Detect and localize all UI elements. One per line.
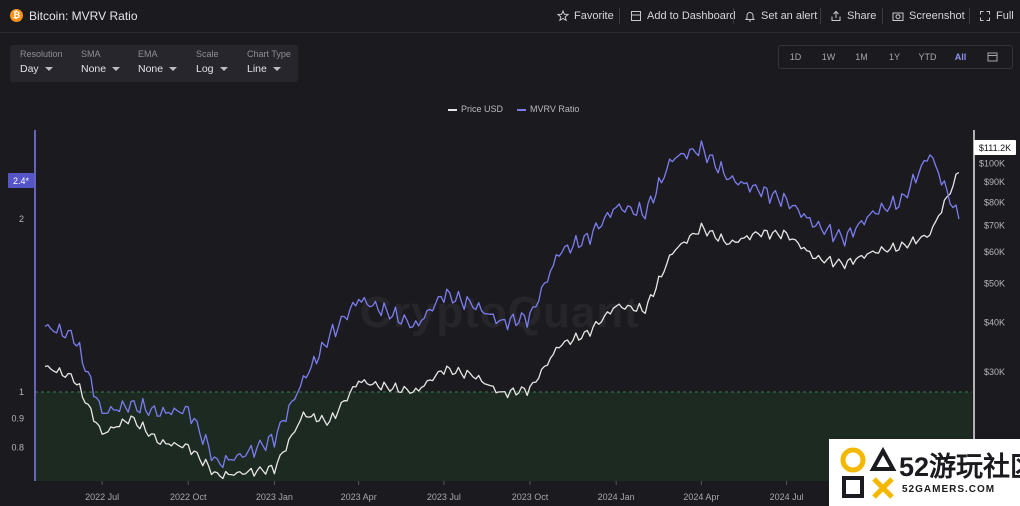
full-button[interactable]: Full bbox=[979, 9, 1014, 23]
current-price-badge bbox=[974, 140, 1016, 155]
price-usd-line: Price USD bbox=[44, 171, 960, 480]
current-mvrv-badge bbox=[8, 173, 34, 188]
below-one-zone bbox=[35, 391, 972, 481]
alert-label: Set an alert bbox=[761, 10, 818, 22]
sma-label: SMA bbox=[81, 49, 101, 59]
legend-item-price[interactable]: Price USD bbox=[448, 104, 503, 114]
favorite-button[interactable]: Favorite bbox=[557, 9, 614, 23]
divider bbox=[882, 8, 883, 24]
range-all[interactable]: All bbox=[954, 52, 967, 62]
x-tick-label: 2024 Jul bbox=[770, 492, 804, 502]
resolution-value: Day bbox=[20, 63, 39, 75]
favorite-label: Favorite bbox=[574, 10, 614, 22]
y-tick-label: 1 bbox=[19, 387, 24, 397]
ema-value: None bbox=[138, 63, 164, 75]
dashboard-label: Add to Dashboard bbox=[647, 10, 736, 22]
range-1d[interactable]: 1D bbox=[789, 52, 802, 62]
range-1m[interactable]: 1M bbox=[855, 52, 868, 62]
chart-legend: Price USD MVRV Ratio bbox=[448, 104, 579, 114]
top-bar: ₿ Bitcoin: MVRV Ratio Favorite Add to Da… bbox=[0, 0, 1020, 33]
sma-select[interactable]: SMA None bbox=[81, 49, 121, 75]
sma-value: None bbox=[81, 63, 107, 75]
divider bbox=[619, 8, 620, 24]
chevron-down-icon bbox=[272, 67, 281, 72]
price-tick-label: $50K bbox=[984, 279, 1005, 289]
bitcoin-icon: ₿ bbox=[10, 9, 23, 22]
resolution-select[interactable]: Resolution Day bbox=[20, 49, 63, 75]
chevron-down-icon bbox=[44, 67, 53, 72]
mvrv-ratio-line: MVRV Ratio bbox=[44, 140, 960, 469]
chart-type-value: Line bbox=[247, 63, 267, 75]
share-icon bbox=[831, 10, 841, 21]
y-tick-label: 0.9 bbox=[11, 413, 24, 423]
chart-type-select[interactable]: Chart Type Line bbox=[247, 49, 291, 75]
calendar-icon[interactable] bbox=[977, 51, 1008, 64]
resolution-label: Resolution bbox=[20, 49, 63, 59]
chart-controls: Resolution Day SMA None EMA None Scale L… bbox=[10, 45, 298, 82]
scale-select[interactable]: Scale Log bbox=[196, 49, 228, 75]
price-tick-label: $70K bbox=[984, 220, 1005, 230]
x-tick-label: 2023 Oct bbox=[512, 492, 549, 502]
camera-icon bbox=[892, 12, 904, 21]
range-ytd[interactable]: YTD bbox=[918, 52, 937, 62]
price-tick-label: $100K bbox=[979, 159, 1005, 169]
share-label: Share bbox=[847, 10, 877, 22]
range-1w[interactable]: 1W bbox=[821, 52, 836, 62]
chart-type-label: Chart Type bbox=[247, 49, 291, 59]
x-tick-label: 2024 Apr bbox=[683, 492, 719, 502]
current-price-label: $111.2K bbox=[979, 143, 1011, 153]
x-tick-label: 2023 Apr bbox=[341, 492, 377, 502]
scale-label: Scale bbox=[196, 49, 219, 59]
site-logo: 52游玩社区 52GAMERS.COM bbox=[829, 439, 1020, 506]
range-1y[interactable]: 1Y bbox=[888, 52, 900, 62]
price-tick-label: $30K bbox=[984, 367, 1005, 377]
screenshot-button[interactable]: Screenshot bbox=[892, 9, 965, 23]
price-tick-label: $90K bbox=[984, 177, 1005, 187]
price-tick-label: $60K bbox=[984, 247, 1005, 257]
star-icon bbox=[557, 10, 569, 22]
share-button[interactable]: Share bbox=[830, 9, 876, 23]
time-range-selector: 1D 1W 1M 1Y YTD All bbox=[778, 45, 1013, 69]
x-tick-label: 2023 Jul bbox=[427, 492, 461, 502]
logo-text: 52游玩社区 bbox=[899, 452, 1020, 482]
divider bbox=[820, 8, 821, 24]
divider bbox=[969, 8, 970, 24]
bell-icon bbox=[744, 12, 756, 22]
chevron-down-icon bbox=[112, 67, 121, 72]
x-tick-label: 2023 Jan bbox=[256, 492, 293, 502]
page-title: Bitcoin: MVRV Ratio bbox=[29, 9, 138, 23]
add-to-dashboard-button[interactable]: Add to Dashboard bbox=[630, 9, 736, 23]
ema-label: EMA bbox=[138, 49, 158, 59]
mvrv-chart[interactable]: 0.8 0.9 1 2 2.4* $100K $90K $80K $70K $60K $50K $40… bbox=[0, 125, 1020, 506]
price-tick-label: $40K bbox=[984, 317, 1005, 327]
scale-value: Log bbox=[196, 63, 214, 75]
legend-label: MVRV Ratio bbox=[530, 104, 580, 114]
chevron-down-icon bbox=[169, 67, 178, 72]
dashboard-icon bbox=[631, 11, 641, 21]
divider bbox=[733, 8, 734, 24]
screenshot-label: Screenshot bbox=[909, 10, 965, 22]
x-tick-label: 2022 Oct bbox=[170, 492, 207, 502]
legend-item-mvrv[interactable]: MVRV Ratio bbox=[517, 104, 579, 114]
full-label: Full bbox=[996, 10, 1014, 22]
legend-swatch bbox=[517, 108, 527, 111]
x-tick-label: 2022 Jul bbox=[85, 492, 119, 502]
ema-select[interactable]: EMA None bbox=[138, 49, 178, 75]
legend-label: Price USD bbox=[461, 104, 504, 114]
fullscreen-icon bbox=[980, 11, 990, 21]
chevron-down-icon bbox=[219, 67, 228, 72]
y-tick-label: 2 bbox=[19, 214, 24, 224]
legend-swatch bbox=[448, 108, 457, 111]
logo-icon bbox=[840, 446, 897, 499]
current-mvrv-label: 2.4* bbox=[13, 176, 30, 186]
x-tick-label: 2024 Jan bbox=[598, 492, 635, 502]
y-tick-label: 0.8 bbox=[11, 443, 24, 453]
logo-subtext: 52GAMERS.COM bbox=[902, 484, 996, 495]
price-tick-label: $80K bbox=[984, 197, 1005, 207]
set-alert-button[interactable]: Set an alert bbox=[744, 9, 817, 23]
